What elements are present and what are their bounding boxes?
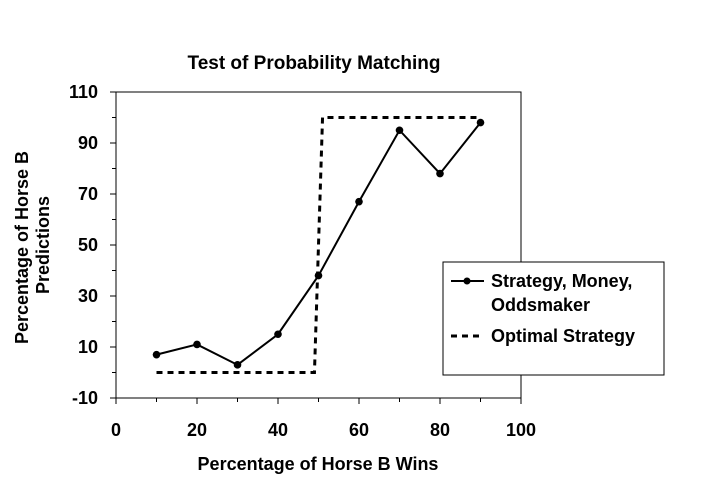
y-axis-label-line-1: Percentage of Horse B: [12, 151, 32, 344]
data-point: [476, 118, 485, 127]
legend-label-series-2: Optimal Strategy: [491, 326, 635, 346]
x-tick-label: 0: [111, 420, 121, 440]
legend-label-series-1-line-1: Strategy, Money,: [491, 271, 632, 291]
y-tick-label: 50: [78, 235, 98, 255]
data-point: [193, 340, 201, 349]
x-tick-label: 40: [268, 420, 288, 440]
x-tick-label: 20: [187, 420, 207, 440]
series-line-optimal-strategy: [156, 116, 481, 374]
x-tick-label: 100: [506, 420, 536, 440]
y-tick-label: 30: [78, 286, 98, 306]
legend-label-series-1: Strategy, Money, Oddsmaker: [491, 271, 637, 315]
data-point: [355, 197, 363, 206]
x-tick-label: 60: [349, 420, 369, 440]
legend-label-series-1-line-2: Oddsmaker: [491, 295, 590, 315]
y-tick-label: 10: [78, 337, 98, 357]
data-point: [152, 350, 161, 359]
y-tick-label: 90: [78, 133, 98, 153]
x-axis-label: Percentage of Horse B Wins: [198, 454, 439, 474]
x-axis-ticks: 0 20 40 60 80 100: [111, 398, 536, 440]
y-tick-label: 70: [78, 184, 98, 204]
y-tick-label: 110: [69, 82, 98, 102]
data-point: [395, 126, 404, 135]
data-point: [436, 169, 444, 178]
chart-title: Test of Probability Matching: [188, 53, 441, 74]
y-axis-label-line-2: Predictions: [33, 196, 53, 294]
data-point: [274, 330, 282, 339]
x-tick-label: 80: [430, 420, 450, 440]
y-tick-label: -10: [72, 388, 98, 408]
y-axis-label: Percentage of Horse B Predictions: [12, 146, 53, 344]
series-layer: [152, 116, 485, 374]
data-point: [233, 361, 242, 369]
y-axis-ticks: -10 10 30 50 70 90 110: [69, 82, 116, 408]
legend-marker-series-1: [463, 277, 471, 285]
legend: Strategy, Money, Oddsmaker Optimal Strat…: [442, 261, 665, 376]
